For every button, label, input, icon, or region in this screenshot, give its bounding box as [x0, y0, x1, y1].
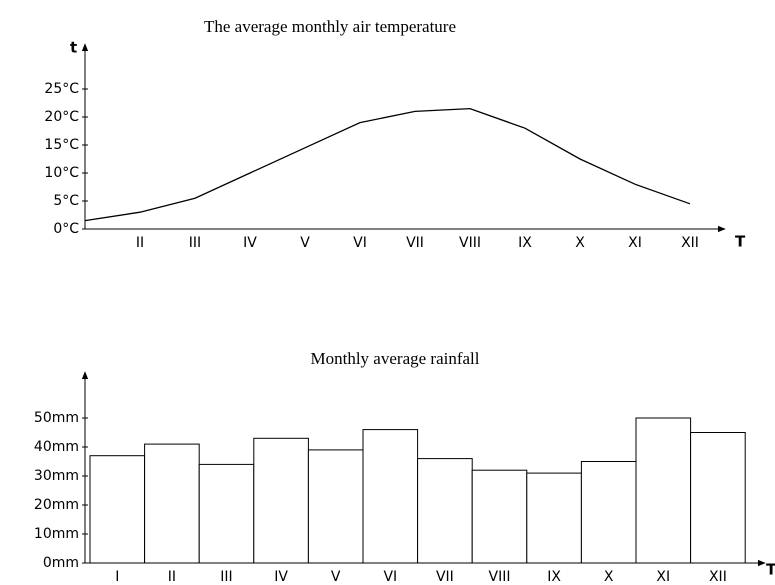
y-tick-label: 20mm	[34, 497, 79, 513]
bar	[198, 463, 255, 564]
x-tick-label: VII	[436, 569, 454, 585]
bar	[417, 458, 473, 564]
x-tick-label: I	[115, 569, 119, 585]
x-tick-label: IX	[518, 235, 532, 251]
y-tick-label: 0°C	[53, 221, 79, 237]
y-tick-label: 10mm	[34, 526, 79, 542]
y-axis-label: t	[70, 39, 77, 57]
x-tick-label: XI	[628, 235, 642, 251]
bar	[144, 443, 200, 564]
x-axis-label: T	[735, 233, 746, 251]
x-tick-label: XII	[681, 235, 699, 251]
y-tick-label: 30mm	[34, 468, 79, 484]
x-tick-label: IX	[547, 569, 561, 585]
x-tick-label: X	[575, 235, 585, 251]
x-tick-label: VIII	[489, 569, 511, 585]
bar	[471, 469, 528, 564]
chart-title: Monthly average rainfall	[311, 349, 480, 368]
x-tick-label: III	[189, 235, 201, 251]
y-tick-label: 15°C	[44, 137, 79, 153]
bar	[362, 429, 419, 564]
x-tick-label: VI	[353, 235, 367, 251]
x-tick-label: II	[136, 235, 144, 251]
bar	[690, 432, 746, 564]
x-tick-label: IV	[274, 569, 288, 585]
bar	[580, 461, 637, 564]
x-tick-label: V	[331, 569, 341, 585]
bar	[635, 417, 692, 564]
chart-title: The average monthly air temperature	[204, 17, 456, 36]
y-tick-label: 50mm	[34, 410, 79, 426]
bar	[307, 449, 364, 564]
x-axis-label: T	[766, 561, 775, 579]
x-tick-label: VII	[406, 235, 424, 251]
bar	[89, 455, 146, 564]
x-tick-label: IV	[243, 235, 257, 251]
x-tick-label: VI	[383, 569, 397, 585]
x-tick-label: XI	[656, 569, 670, 585]
bar	[526, 472, 582, 564]
x-tick-label: XII	[709, 569, 727, 585]
x-tick-label: II	[168, 569, 176, 585]
bar	[253, 437, 309, 564]
x-tick-label: X	[604, 569, 614, 585]
y-tick-label: 10°C	[44, 165, 79, 181]
y-tick-label: 40mm	[34, 439, 79, 455]
temperature-line	[84, 107, 691, 222]
y-tick-label: 25°C	[44, 81, 79, 97]
x-tick-label: III	[220, 569, 232, 585]
y-tick-label: 5°C	[53, 193, 79, 209]
y-tick-label: 0mm	[43, 555, 79, 571]
x-tick-label: V	[300, 235, 310, 251]
y-tick-label: 20°C	[44, 109, 79, 125]
x-tick-label: VIII	[459, 235, 481, 251]
